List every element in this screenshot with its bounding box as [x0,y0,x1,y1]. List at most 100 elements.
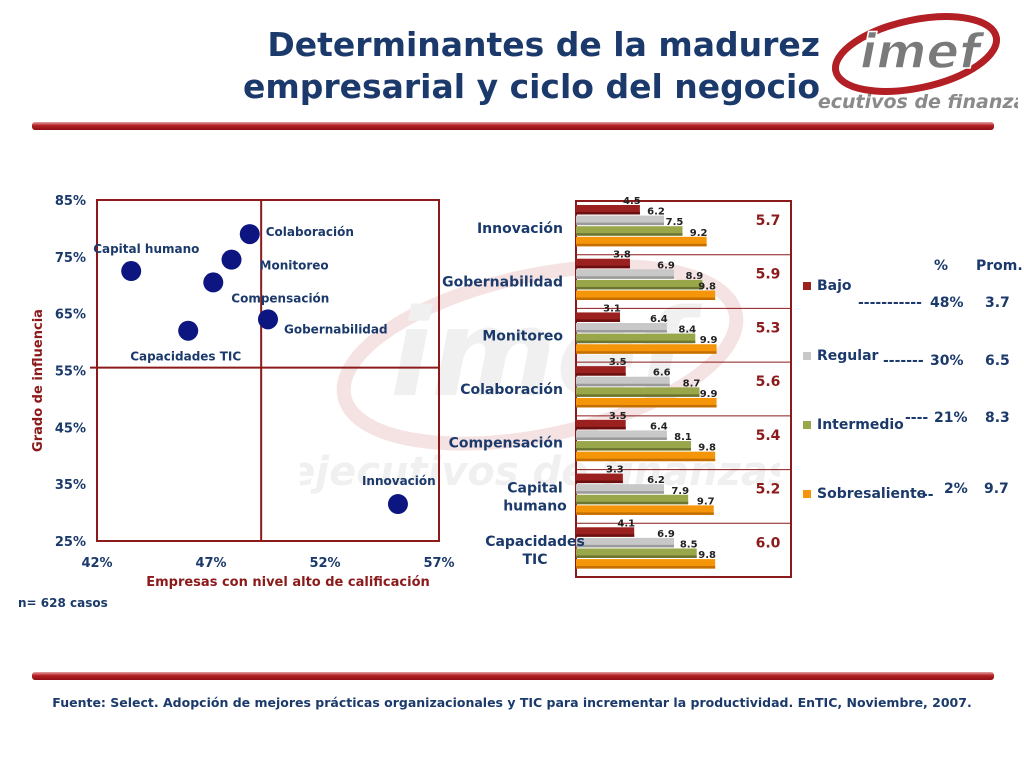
bar-intermedio [576,226,683,236]
bar-value-label: 7.9 [671,486,689,497]
bar-category-label: humano [503,498,567,514]
bar-sobresaliente [576,290,716,301]
bar-value-label: 9.2 [690,228,708,239]
bar-group-average: 5.4 [756,428,781,444]
bar-regular [576,215,665,226]
bar-sobresaliente [576,559,716,569]
bar-shade [576,512,714,515]
legend-percent-sobresaliente: 2% [944,481,968,497]
scatter-point [121,261,142,282]
scatter-x-tick-label: 52% [309,556,340,571]
scatter-point [221,249,242,270]
bar-shade [576,491,665,494]
page-title: Determinantes de la madurez empresarial … [150,24,820,108]
bar-value-label: 8.5 [680,539,698,550]
legend-percent-regular: 30% [930,353,964,369]
bar-value-label: 9.8 [698,550,716,561]
bar-value-label: 8.1 [674,432,692,443]
bar-shade [576,351,717,354]
legend-item-intermedio: Intermedio [803,417,904,433]
legend-dashes-bajo: ----------- [858,295,922,311]
legend-item-regular: Regular [803,348,878,364]
header-divider [32,122,994,130]
bar-sobresaliente [576,397,717,408]
bar-sobresaliente [576,236,707,247]
bar-value-label: 3.8 [613,250,631,261]
legend-swatch-sobresaliente [803,490,811,498]
legend-stat-intermedio: ---- 21% 8.3 [905,410,1010,426]
bar-value-label: 4.5 [623,196,641,207]
title-line-1: Determinantes de la madurez [267,25,820,64]
legend-swatch-regular [803,352,811,360]
scatter-chart: 85% 75% 65% 55% 45% 35% 25% 42% 47% 52% 57% Empresa… [31,194,455,590]
legend-prom-sobresaliente: 9.7 [984,481,1009,497]
scatter-point [178,320,199,341]
bar-category-label: Innovación [477,221,563,237]
bar-sobresaliente [576,451,716,462]
scatter-point [258,309,278,330]
bar-value-label: 9.8 [698,443,716,454]
bar-value-label: 9.9 [700,335,718,346]
bar-group-average: 5.6 [756,374,781,390]
bar-category-label: Capital [507,480,562,496]
bar-shade [576,480,623,484]
bar-bajo [576,312,621,322]
scatter-x-tick-label: 47% [195,556,226,571]
legend-dashes-sobresaliente: -- [922,487,934,503]
bar-shade [576,319,621,322]
scatter-plot-frame [96,199,440,542]
scatter-x-tick-label: 57% [423,556,454,571]
bar-shade [576,297,716,301]
bar-shade [576,437,667,440]
bar-shade [576,212,640,215]
scatter-point-label: Monitoreo [260,259,329,273]
bar-group-average: 5.2 [756,482,781,498]
bar-category-label: TIC [522,552,547,568]
legend-dashes-regular: ------- [883,353,924,369]
bar-value-label: 4.1 [617,518,635,529]
title-line-2: empresarial y ciclo del negocio [242,67,820,106]
bar-group-average: 5.9 [756,267,781,283]
bar-bajo [576,205,640,215]
scatter-y-tick-label: 35% [55,478,86,493]
bar-shade [576,243,707,247]
bar-bajo [576,419,626,430]
bar-value-label: 6.2 [647,207,665,218]
bar-sobresaliente [576,505,714,515]
bar-shade [576,265,630,269]
legend-header-percent: % [934,258,949,274]
bar-category-label: Compensación [449,436,563,452]
imef-logo: imef ejecutivos de finanzas [818,13,1018,113]
footer-divider [32,672,994,680]
bar-value-label: 3.5 [609,357,627,368]
bar-shade [576,404,717,408]
legend-swatch-bajo [803,282,811,290]
bar-shade [576,566,716,569]
legend-stat-regular: ------- 30% 6.5 [883,353,1010,369]
bar-shade [576,501,689,505]
scatter-y-tick-label: 45% [55,421,86,436]
scatter-point [239,224,260,245]
bar-bajo [576,473,623,484]
bar-value-label: 3.1 [603,303,621,314]
bar-intermedio [576,548,697,558]
scatter-point-label: Gobernabilidad [284,322,388,336]
bar-value-label: 6.6 [653,368,671,379]
bar-shade [576,426,626,430]
bar-group-average: 6.0 [756,535,781,551]
legend-swatch-intermedio [803,421,811,429]
bar-value-label: 8.9 [686,271,704,282]
logo-wordmark: imef [860,24,985,80]
bar-value-label: 3.3 [606,465,624,476]
legend-label-sobresaliente: Sobresaliente [817,486,927,502]
bar-shade [576,233,683,236]
scatter-point-label: Colaboración [266,225,354,239]
bar-regular [576,537,674,548]
scatter-point-label: Innovación [362,474,436,488]
bar-group-average: 5.7 [756,213,781,229]
sample-size-note: n= 628 casos [18,596,108,610]
legend-dashes-intermedio: ---- [905,410,929,426]
bar-shade [576,394,700,397]
